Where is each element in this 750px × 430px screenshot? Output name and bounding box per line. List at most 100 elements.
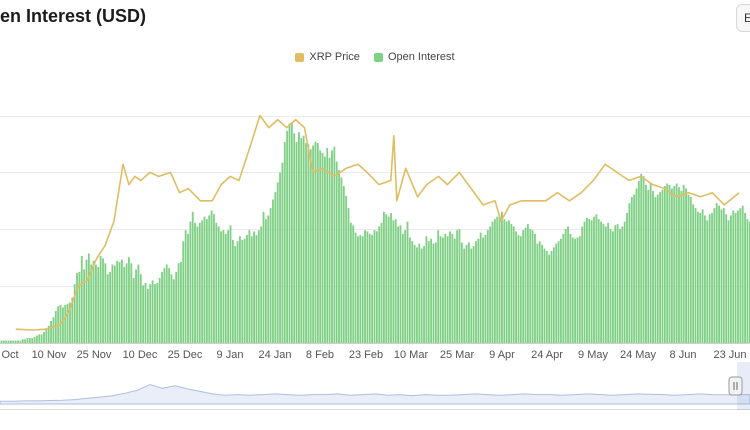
open-interest-bar: [307, 144, 310, 343]
open-interest-bar: [64, 304, 67, 343]
open-interest-bar: [611, 231, 614, 343]
open-interest-bar: [699, 213, 702, 343]
open-interest-bar: [449, 231, 451, 343]
legend-swatch-xrp-price: [295, 52, 305, 62]
open-interest-bar: [10, 340, 12, 343]
open-interest-bar: [290, 122, 293, 343]
open-interest-bars: [0, 122, 750, 343]
open-interest-bar: [673, 186, 676, 343]
open-interest-bar: [352, 225, 355, 343]
open-interest-bar: [267, 215, 270, 343]
open-interest-bar: [444, 233, 447, 343]
open-interest-bar: [298, 132, 300, 343]
open-interest-bar: [519, 236, 522, 343]
open-interest-bar: [581, 226, 584, 343]
open-interest-bar: [314, 141, 317, 343]
open-interest-bar: [116, 260, 119, 343]
open-interest-bar: [604, 226, 607, 343]
open-interest-bar: [189, 221, 192, 343]
open-interest-bar: [383, 211, 385, 343]
open-interest-bar: [95, 264, 97, 343]
navigator-selection: [737, 362, 750, 410]
open-interest-bar: [748, 221, 750, 343]
open-interest-bar: [678, 187, 680, 343]
open-interest-bar: [288, 123, 291, 343]
open-interest-bar: [69, 302, 71, 343]
open-interest-bar: [342, 186, 345, 343]
open-interest-bar: [560, 238, 562, 343]
open-interest-bar: [491, 221, 494, 343]
open-interest-bar: [408, 237, 411, 343]
navigator-handle[interactable]: [728, 376, 743, 396]
open-interest-bar: [78, 271, 81, 343]
open-interest-bar: [482, 237, 484, 343]
open-interest-bar: [586, 217, 588, 343]
open-interest-bar: [295, 141, 298, 343]
x-tick-label: 24 Jan: [258, 349, 291, 361]
x-tick-label: 24 May: [620, 349, 657, 361]
open-interest-bar: [666, 183, 669, 343]
legend-item-open-interest[interactable]: Open Interest: [373, 51, 455, 63]
x-tick-label: 10 Dec: [123, 349, 158, 361]
export-button[interactable]: E: [736, 4, 750, 32]
open-interest-bar: [312, 145, 315, 343]
open-interest-bar: [224, 233, 227, 343]
open-interest-bar: [744, 213, 746, 343]
open-interest-bar: [231, 239, 234, 343]
open-interest-bar: [66, 303, 69, 343]
open-interest-bar: [659, 192, 661, 343]
open-interest-bar: [154, 284, 156, 343]
open-interest-bar: [241, 239, 244, 343]
open-interest-bar: [149, 284, 152, 343]
open-interest-bar: [446, 236, 449, 343]
open-interest-bar: [635, 188, 638, 343]
open-interest-bar: [628, 203, 631, 343]
open-interest-bar: [602, 224, 605, 343]
open-interest-bar: [682, 184, 685, 343]
open-interest-bar: [609, 228, 612, 343]
legend-label-xrp-price: XRP Price: [309, 51, 360, 63]
x-tick-label: 23 Feb: [349, 349, 383, 361]
open-interest-bar: [524, 227, 527, 343]
xrp-price-line: [15, 114, 740, 331]
open-interest-bar: [387, 216, 390, 343]
open-interest-bar: [17, 340, 19, 343]
open-interest-bar: [696, 211, 699, 343]
open-interest-bar: [503, 219, 506, 343]
open-interest-bar: [567, 226, 569, 343]
open-interest-bar: [201, 220, 204, 343]
x-tick-label: 9 Jan: [217, 349, 244, 361]
open-interest-bar: [236, 241, 239, 343]
open-interest-bar: [97, 266, 100, 343]
open-interest-bar: [5, 340, 8, 343]
open-interest-bar: [255, 235, 258, 343]
legend-item-xrp-price[interactable]: XRP Price: [295, 51, 360, 63]
open-interest-bar: [279, 172, 281, 343]
open-interest-bar: [54, 311, 57, 343]
open-interest-bar: [574, 238, 577, 343]
open-interest-bar: [262, 211, 265, 343]
open-interest-bar: [557, 241, 560, 343]
open-interest-bar: [442, 237, 444, 343]
open-interest-bar: [647, 189, 650, 343]
open-interest-bar: [489, 226, 492, 343]
open-interest-bar: [373, 230, 376, 343]
open-interest-bar: [302, 135, 305, 343]
open-interest-bar: [90, 264, 93, 343]
open-interest-bar: [12, 340, 15, 343]
open-interest-bar: [517, 235, 520, 343]
open-interest-bar: [583, 221, 586, 343]
open-interest-bar: [366, 231, 369, 343]
open-interest-bar: [85, 259, 88, 343]
open-interest-bar: [361, 236, 364, 343]
open-interest-bar: [52, 317, 55, 343]
open-interest-bar: [656, 194, 659, 343]
open-interest-bar: [427, 241, 430, 343]
open-interest-bar: [123, 266, 126, 343]
open-interest-bar: [543, 248, 546, 343]
open-interest-bar: [401, 233, 404, 343]
open-interest-bar: [213, 214, 215, 343]
open-interest-bar: [390, 213, 392, 343]
open-interest-bar: [633, 194, 636, 343]
open-interest-bar: [40, 334, 43, 343]
